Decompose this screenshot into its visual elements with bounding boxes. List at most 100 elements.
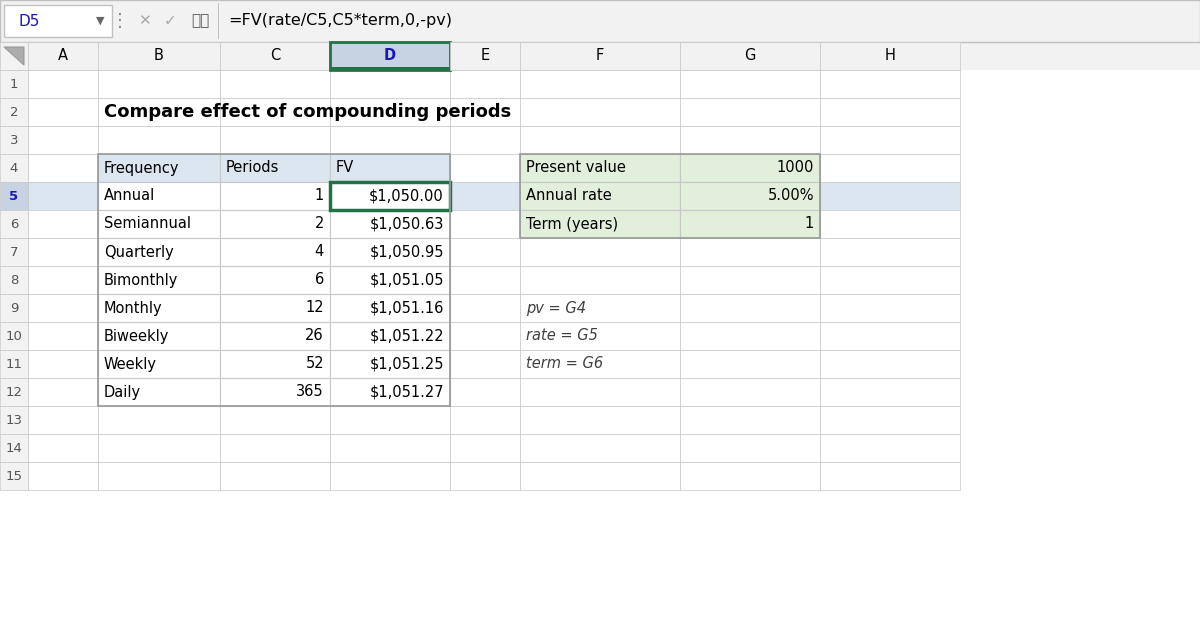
Bar [330,462,450,490]
Bar [98,182,220,210]
Bar [0,378,28,406]
Bar [520,154,820,238]
Text: ⋮: ⋮ [112,12,130,30]
Text: ▼: ▼ [96,16,104,26]
Bar [680,322,820,350]
Text: Biweekly: Biweekly [104,328,169,343]
Bar [820,126,960,154]
Bar [330,67,450,70]
Text: A: A [58,49,68,64]
Bar [98,350,220,378]
Bar [220,434,330,462]
Bar [220,462,330,490]
Text: 12: 12 [305,301,324,316]
Bar [680,434,820,462]
Bar [680,462,820,490]
Bar [0,98,28,126]
Text: 4: 4 [314,244,324,260]
Bar [820,294,960,322]
Text: $1,050.95: $1,050.95 [370,244,444,260]
Text: 2: 2 [314,217,324,231]
Text: $1,051.25: $1,051.25 [370,357,444,372]
Bar [450,266,520,294]
Text: 8: 8 [10,273,18,287]
Bar [330,350,450,378]
Bar [220,154,330,182]
Bar [520,154,680,182]
Text: 𝑓𝑥: 𝑓𝑥 [191,13,209,28]
Bar [98,434,220,462]
Text: 52: 52 [305,357,324,372]
Text: 7: 7 [10,246,18,258]
Text: 13: 13 [6,413,23,427]
Text: Semiannual: Semiannual [104,217,191,231]
Bar [98,238,220,266]
Text: 12: 12 [6,386,23,399]
Bar [98,378,220,406]
Bar [520,70,680,98]
Text: 14: 14 [6,442,23,454]
Bar [98,406,220,434]
Bar [330,42,450,70]
Bar [450,210,520,238]
Bar [680,154,820,182]
Bar [820,434,960,462]
Bar [0,126,28,154]
Bar [450,294,520,322]
Bar [820,98,960,126]
Bar [98,462,220,490]
Bar [98,182,220,210]
Bar [330,266,450,294]
Bar [520,322,680,350]
Bar [520,42,680,70]
Bar [28,70,98,98]
Bar [0,154,28,182]
Bar [28,42,98,70]
Bar [220,378,330,406]
Bar [680,182,820,210]
Text: Bimonthly: Bimonthly [104,273,179,287]
Text: E: E [480,49,490,64]
Bar [680,70,820,98]
Bar [820,42,960,70]
Bar [330,126,450,154]
Text: Quarterly: Quarterly [104,244,174,260]
Text: 1000: 1000 [776,161,814,176]
Bar [450,434,520,462]
Bar [98,238,220,266]
Bar [98,154,220,182]
Text: term = G6: term = G6 [526,357,604,372]
Bar [330,238,450,266]
Bar [28,322,98,350]
Bar [0,406,28,434]
Bar [98,294,220,322]
Bar [330,434,450,462]
Text: Present value: Present value [526,161,626,176]
Bar [0,210,28,238]
Bar [220,266,330,294]
Bar [450,98,520,126]
Bar [450,182,520,210]
Bar [820,406,960,434]
Bar [220,294,330,322]
Bar [28,462,98,490]
Bar [330,98,450,126]
Text: 2: 2 [10,105,18,118]
Bar [330,350,450,378]
Text: Monthly: Monthly [104,301,163,316]
Bar [220,322,330,350]
Bar [520,378,680,406]
Bar [680,238,820,266]
Bar [820,266,960,294]
Bar [28,434,98,462]
Bar [520,210,680,238]
Bar [4,5,112,37]
Bar [450,406,520,434]
Bar [680,210,820,238]
Bar [520,406,680,434]
Bar [680,378,820,406]
Bar [98,378,220,406]
Bar [220,210,330,238]
Bar [680,350,820,378]
Bar [330,294,450,322]
